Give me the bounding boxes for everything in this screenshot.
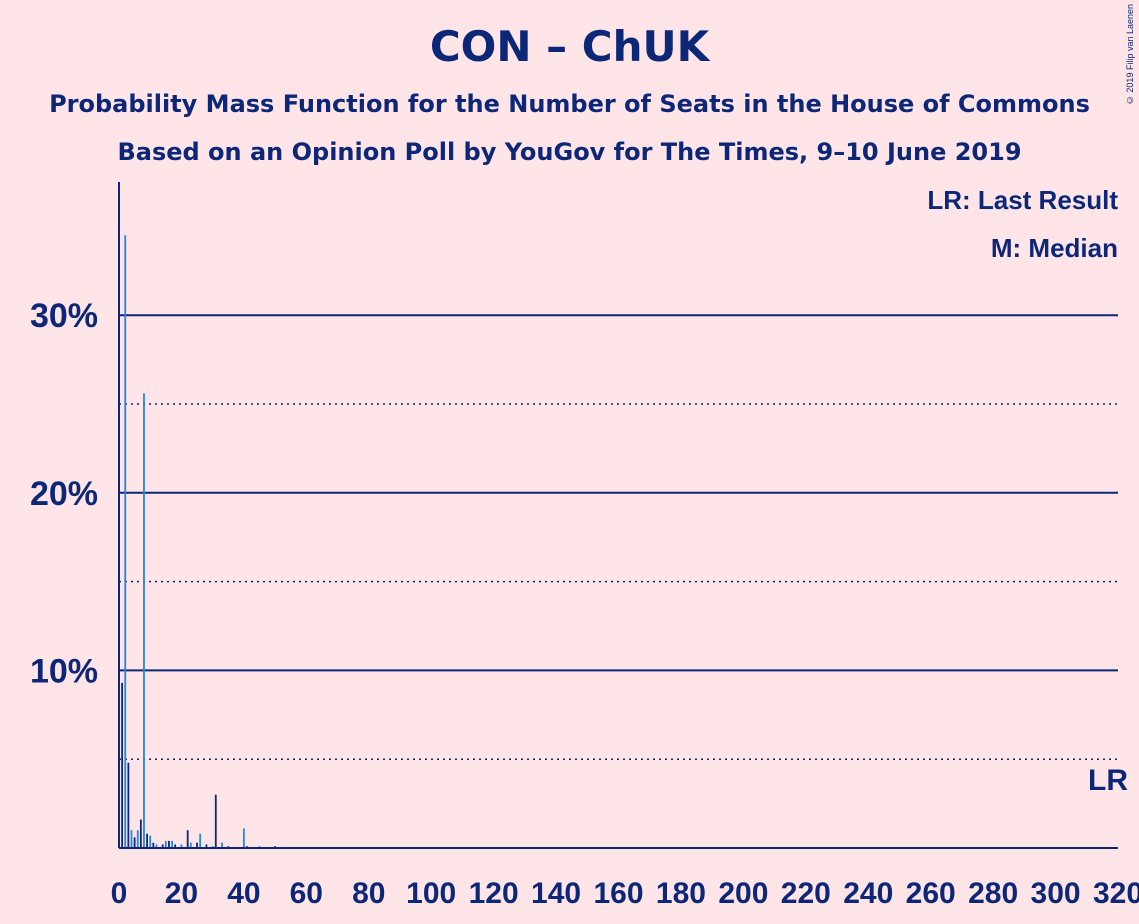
bar: [121, 682, 124, 848]
bar: [168, 840, 170, 848]
y-tick-label: 10%: [30, 652, 98, 690]
bar: [242, 828, 245, 848]
x-tick-label: 200: [718, 877, 768, 910]
x-tick-label: 180: [656, 877, 706, 910]
chart-subtitle-1: Probability Mass Function for the Number…: [49, 90, 1090, 118]
bar: [171, 840, 173, 848]
legend-last-result: LR: Last Result: [927, 185, 1118, 215]
bar: [124, 235, 127, 848]
x-tick-label: 60: [290, 877, 323, 910]
chart-subtitle-2: Based on an Opinion Poll by YouGov for T…: [117, 138, 1022, 166]
bar: [199, 833, 202, 848]
last-result-marker: LR: [1088, 764, 1128, 797]
bar: [152, 842, 155, 848]
x-tick-label: 0: [111, 877, 128, 910]
x-tick-label: 80: [352, 877, 385, 910]
bar: [214, 794, 217, 848]
x-tick-label: 320: [1093, 877, 1139, 910]
bar: [139, 819, 142, 848]
bar: [186, 830, 189, 848]
bar: [174, 844, 177, 848]
bar: [189, 842, 192, 848]
bar: [205, 844, 208, 848]
bar: [143, 393, 145, 848]
bar: [146, 833, 148, 848]
x-tick-label: 220: [781, 877, 831, 910]
axes: [118, 182, 1118, 849]
x-tick-label: 100: [406, 877, 456, 910]
bar: [130, 830, 133, 848]
bar: [136, 830, 139, 848]
x-tick-label: 160: [593, 877, 643, 910]
x-tick-label: 140: [531, 877, 581, 910]
bar: [155, 844, 158, 848]
bar: [180, 844, 183, 848]
bar: [149, 835, 152, 848]
x-tick-label: 240: [843, 877, 893, 910]
x-tick-label: 40: [227, 877, 260, 910]
x-tick-label: 260: [906, 877, 956, 910]
x-tick-label: 300: [1031, 877, 1081, 910]
bar: [221, 842, 223, 848]
bar: [127, 762, 130, 848]
x-tick-label: 20: [165, 877, 198, 910]
y-tick-label: 20%: [30, 475, 98, 513]
bar-series: [118, 235, 301, 848]
bar: [196, 842, 198, 848]
x-tick-label: 280: [968, 877, 1018, 910]
x-tick-label: 120: [469, 877, 519, 910]
bar: [133, 837, 136, 848]
y-tick-label: 30%: [30, 297, 98, 335]
chart-title: CON – ChUK: [429, 22, 710, 71]
tick-labels: 10% 20% 30% 0 20 40 60 80 100 120 140 160 180 200 220 2…: [30, 297, 1139, 910]
bar: [161, 844, 164, 848]
grid-lines: [119, 314, 1118, 760]
bar: [164, 840, 167, 848]
legend-median: M: Median: [991, 233, 1118, 263]
